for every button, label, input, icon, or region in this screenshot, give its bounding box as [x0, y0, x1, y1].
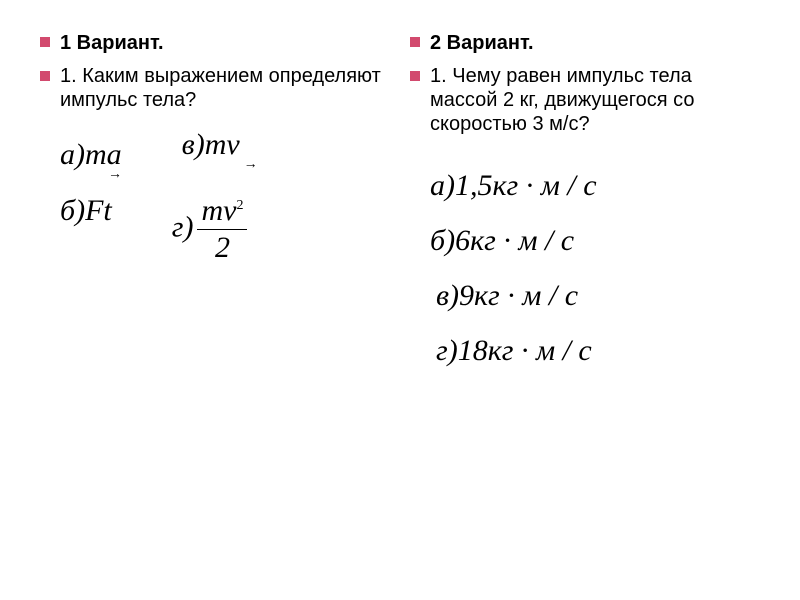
option-g-numerator: mv	[201, 194, 236, 227]
option-v-label: в)	[182, 128, 205, 161]
answer-b-value: 6	[455, 224, 470, 257]
option-b: б)Ft	[60, 193, 112, 266]
answer-g-unit: кг · м / с	[488, 334, 592, 367]
content-columns: 1 Вариант. 1. Каким выражением определяю…	[40, 30, 760, 386]
answer-b-label: б)	[430, 224, 455, 257]
variant-1-formulas: а)ma → в)mv → б)Ft г)mv2 2	[40, 137, 390, 266]
option-b-label: б)	[60, 194, 85, 227]
bullet-icon	[410, 37, 420, 47]
variant-2-question: 1. Чему равен импульс тела массой 2 кг, …	[430, 64, 760, 136]
variant-1-question-row: 1. Каким выражением определяют импульс т…	[40, 64, 390, 112]
answer-a-label: а)	[430, 169, 455, 202]
answer-v: в)9кг · м / с	[430, 276, 760, 315]
answer-v-unit: кг · м / с	[474, 279, 578, 312]
variant-2-header: 2 Вариант.	[430, 30, 534, 56]
variant-2-header-row: 2 Вариант.	[410, 30, 760, 56]
variant-2-question-row: 1. Чему равен импульс тела массой 2 кг, …	[410, 64, 760, 136]
answer-g-label: г)	[436, 334, 458, 367]
variant-1-header-row: 1 Вариант.	[40, 30, 390, 56]
answer-b-unit: кг · м / с	[470, 224, 574, 257]
option-g-sup: 2	[236, 198, 243, 213]
variant-1-column: 1 Вариант. 1. Каким выражением определяю…	[40, 30, 390, 386]
bullet-icon	[40, 37, 50, 47]
vector-arrow-icon: →	[244, 157, 258, 174]
answer-v-value: 9	[459, 279, 474, 312]
formula-row-1: а)ma → в)mv →	[60, 137, 390, 173]
answer-a-unit: кг · м / с	[493, 169, 597, 202]
answer-g-value: 18	[458, 334, 488, 367]
option-a: а)ma →	[60, 137, 122, 173]
option-v: в)mv →	[182, 127, 240, 173]
answer-a-value: 1,5	[455, 169, 493, 202]
option-g-fraction: mv2 2	[197, 193, 247, 266]
option-v-expr: mv	[205, 128, 240, 161]
variant-1-header: 1 Вариант.	[60, 30, 164, 56]
bullet-icon	[40, 71, 50, 81]
answer-v-label: в)	[436, 279, 459, 312]
answer-a: а)1,5кг · м / с	[430, 166, 760, 205]
option-g-label: г)	[172, 210, 194, 243]
variant-2-answers: а)1,5кг · м / с б)6кг · м / с в)9кг · м …	[410, 166, 760, 370]
vector-arrow-icon: →	[108, 167, 122, 184]
formula-row-2: б)Ft г)mv2 2	[60, 193, 390, 266]
variant-1-question: 1. Каким выражением определяют импульс т…	[60, 64, 390, 112]
answer-b: б)6кг · м / с	[430, 221, 760, 260]
option-a-label: а)	[60, 138, 85, 171]
bullet-icon	[410, 71, 420, 81]
option-g: г)mv2 2	[172, 193, 248, 266]
variant-2-column: 2 Вариант. 1. Чему равен импульс тела ма…	[410, 30, 760, 386]
option-b-expr: Ft	[85, 194, 112, 227]
option-g-denominator: 2	[197, 230, 247, 266]
answer-g: г)18кг · м / с	[430, 331, 760, 370]
